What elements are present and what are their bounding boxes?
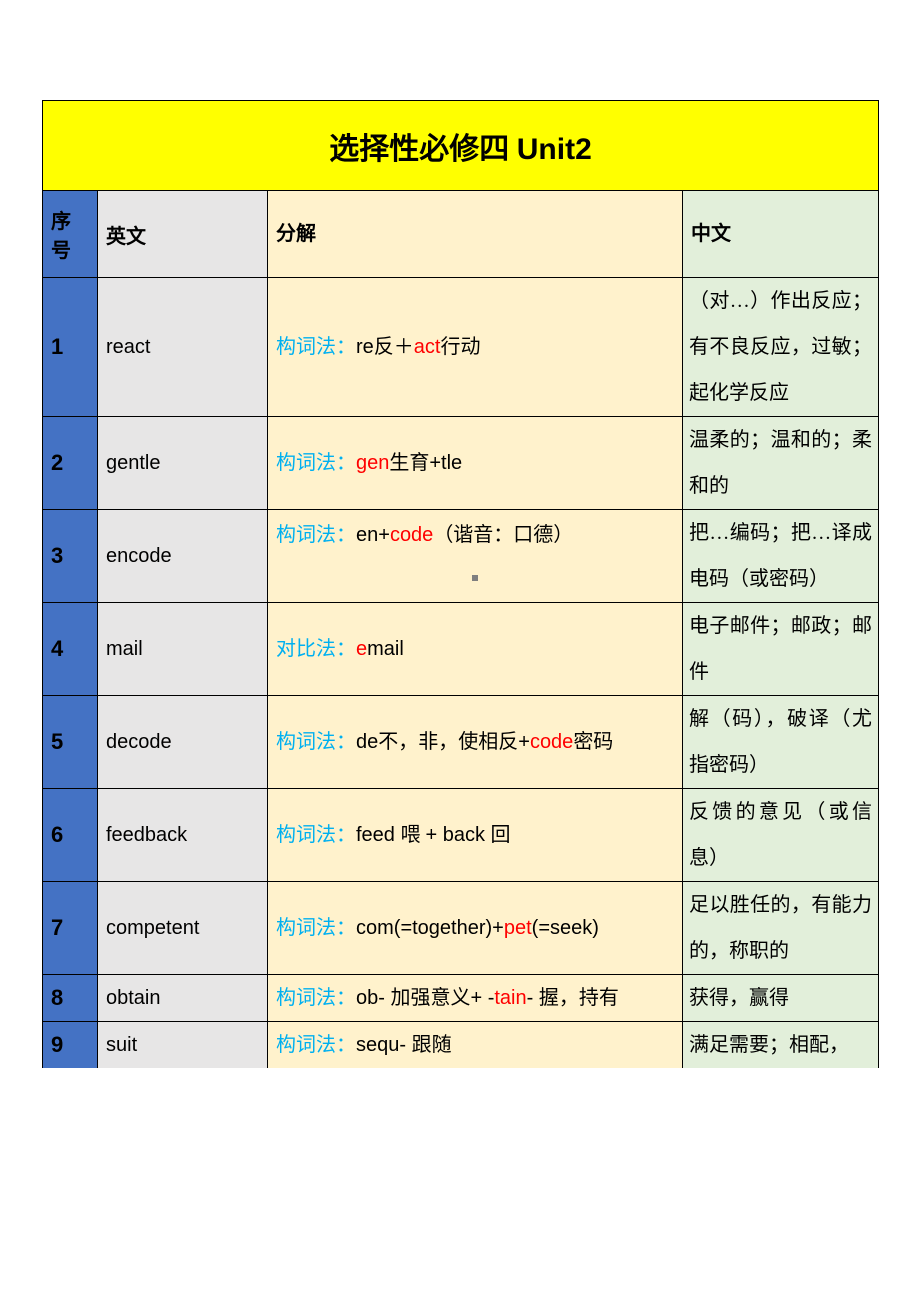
- chinese-meaning: 足以胜任的，有能力的，称职的: [683, 882, 879, 975]
- table-row: 2gentle构词法：gen生育+tle温柔的；温和的；柔和的: [43, 417, 879, 510]
- decomposition-part: code: [390, 524, 433, 546]
- row-number: 1: [43, 278, 98, 417]
- decomposition-part: gen: [356, 452, 389, 474]
- chinese-meaning: 获得，赢得: [683, 975, 879, 1022]
- decomposition-part: code: [530, 731, 573, 753]
- decomposition-part: 不，非，使相反: [378, 731, 518, 753]
- decomposition-part: 跟随: [412, 1034, 452, 1056]
- english-word: competent: [98, 882, 268, 975]
- table-row: 4mail对比法：email电子邮件；邮政；邮件: [43, 603, 879, 696]
- decomposition-part: 行动: [440, 336, 480, 358]
- row-number: 6: [43, 789, 98, 882]
- decomposition-part: pet: [504, 917, 532, 939]
- row-number: 5: [43, 696, 98, 789]
- header-dec: 分解: [268, 191, 683, 278]
- table-row: 6feedback构词法：feed 喂 + back 回反馈的意见（或信息）: [43, 789, 879, 882]
- english-word: obtain: [98, 975, 268, 1022]
- method-label: 构词法：: [276, 336, 356, 358]
- table-row: 7competent构词法：com(=together)+pet(=seek)足…: [43, 882, 879, 975]
- method-label: 构词法：: [276, 731, 356, 753]
- decomposition-part: -: [527, 987, 539, 1009]
- table-row: 1react构词法：re反＋act行动（对…）作出反应；有不良反应，过敏；起化学…: [43, 278, 879, 417]
- decomposition-part: com(=together)+: [356, 917, 504, 939]
- decomposition-part: e: [356, 638, 367, 660]
- method-label: 构词法：: [276, 452, 356, 474]
- decomposition-part: 握，持有: [539, 987, 619, 1009]
- decomposition: 构词法：com(=together)+pet(=seek): [268, 882, 683, 975]
- row-number: 7: [43, 882, 98, 975]
- decomposition-part: 喂: [400, 824, 425, 846]
- english-word: encode: [98, 510, 268, 603]
- title-row: 选择性必修四 Unit2: [43, 101, 879, 191]
- chinese-meaning: 反馈的意见（或信息）: [683, 789, 879, 882]
- decomposition-part: (=seek): [532, 917, 599, 939]
- table-row: 8obtain构词法：ob- 加强意义+ -tain- 握，持有获得，赢得: [43, 975, 879, 1022]
- decomposition-part: tain: [494, 987, 526, 1009]
- decomposition-part: +: [518, 731, 530, 753]
- english-word: decode: [98, 696, 268, 789]
- decomposition-part: + back: [425, 824, 490, 846]
- decomposition: 构词法：sequ- 跟随: [268, 1022, 683, 1069]
- decomposition: 构词法：gen生育+tle: [268, 417, 683, 510]
- header-chn: 中文: [683, 191, 879, 278]
- method-label: 构词法：: [276, 1034, 356, 1056]
- decomposition-part: ob-: [356, 987, 390, 1009]
- english-word: react: [98, 278, 268, 417]
- decomposition-part: 密码: [573, 731, 613, 753]
- header-num: 序号: [43, 191, 98, 278]
- dot-icon: [472, 575, 478, 581]
- decomposition-part: 生育: [389, 452, 429, 474]
- decomposition-part: de: [356, 731, 378, 753]
- row-number: 4: [43, 603, 98, 696]
- chinese-meaning: 温柔的；温和的；柔和的: [683, 417, 879, 510]
- decomposition: 对比法：email: [268, 603, 683, 696]
- english-word: feedback: [98, 789, 268, 882]
- decomposition-part: sequ-: [356, 1034, 412, 1056]
- header-eng: 英文: [98, 191, 268, 278]
- decomposition: 构词法：feed 喂 + back 回: [268, 789, 683, 882]
- english-word: gentle: [98, 417, 268, 510]
- row-number: 9: [43, 1022, 98, 1069]
- method-label: 构词法：: [276, 824, 356, 846]
- decomposition-part: act: [414, 336, 441, 358]
- method-label: 构词法：: [276, 987, 356, 1009]
- title-en: Unit2: [517, 133, 592, 166]
- table-row: 5decode构词法：de不，非，使相反+code密码解（码），破译（尤指密码）: [43, 696, 879, 789]
- row-number: 8: [43, 975, 98, 1022]
- chinese-meaning: 解（码），破译（尤指密码）: [683, 696, 879, 789]
- document-page: 选择性必修四 Unit2序号英文分解中文1react构词法：re反＋act行动（…: [0, 0, 920, 1068]
- chinese-meaning: 电子邮件；邮政；邮件: [683, 603, 879, 696]
- method-label: 构词法：: [276, 917, 356, 939]
- decomposition-part: feed: [356, 824, 400, 846]
- chinese-meaning: 把…编码；把…译成电码（或密码）: [683, 510, 879, 603]
- decomposition-part: re: [356, 336, 374, 358]
- method-label: 对比法：: [276, 638, 356, 660]
- table-row: 3encode构词法：en+code（谐音：口德）把…编码；把…译成电码（或密码…: [43, 510, 879, 603]
- header-row: 序号英文分解中文: [43, 191, 879, 278]
- row-number: 3: [43, 510, 98, 603]
- decomposition-part: 回: [491, 824, 511, 846]
- decomposition-part: 加强意义: [390, 987, 470, 1009]
- marker-dot: [276, 556, 674, 598]
- table-row: 9suit构词法：sequ- 跟随满足需要；相配，: [43, 1022, 879, 1069]
- method-label: 构词法：: [276, 524, 356, 546]
- table-title: 选择性必修四 Unit2: [43, 101, 879, 191]
- row-number: 2: [43, 417, 98, 510]
- vocab-table: 选择性必修四 Unit2序号英文分解中文1react构词法：re反＋act行动（…: [42, 100, 879, 1068]
- chinese-meaning: （对…）作出反应；有不良反应，过敏；起化学反应: [683, 278, 879, 417]
- english-word: mail: [98, 603, 268, 696]
- decomposition: 构词法：en+code（谐音：口德）: [268, 510, 683, 603]
- decomposition-part: en+: [356, 524, 390, 546]
- decomposition: 构词法：ob- 加强意义+ -tain- 握，持有: [268, 975, 683, 1022]
- chinese-meaning: 满足需要；相配，: [683, 1022, 879, 1069]
- decomposition-part: 反＋: [374, 336, 414, 358]
- title-zh: 选择性必修四: [329, 133, 517, 166]
- decomposition-part: mail: [367, 638, 404, 660]
- decomposition: 构词法：re反＋act行动: [268, 278, 683, 417]
- decomposition-part: + -: [470, 987, 494, 1009]
- decomposition-part: +tle: [429, 452, 462, 474]
- decomposition-part: （谐音：口德）: [433, 524, 573, 546]
- decomposition: 构词法：de不，非，使相反+code密码: [268, 696, 683, 789]
- english-word: suit: [98, 1022, 268, 1069]
